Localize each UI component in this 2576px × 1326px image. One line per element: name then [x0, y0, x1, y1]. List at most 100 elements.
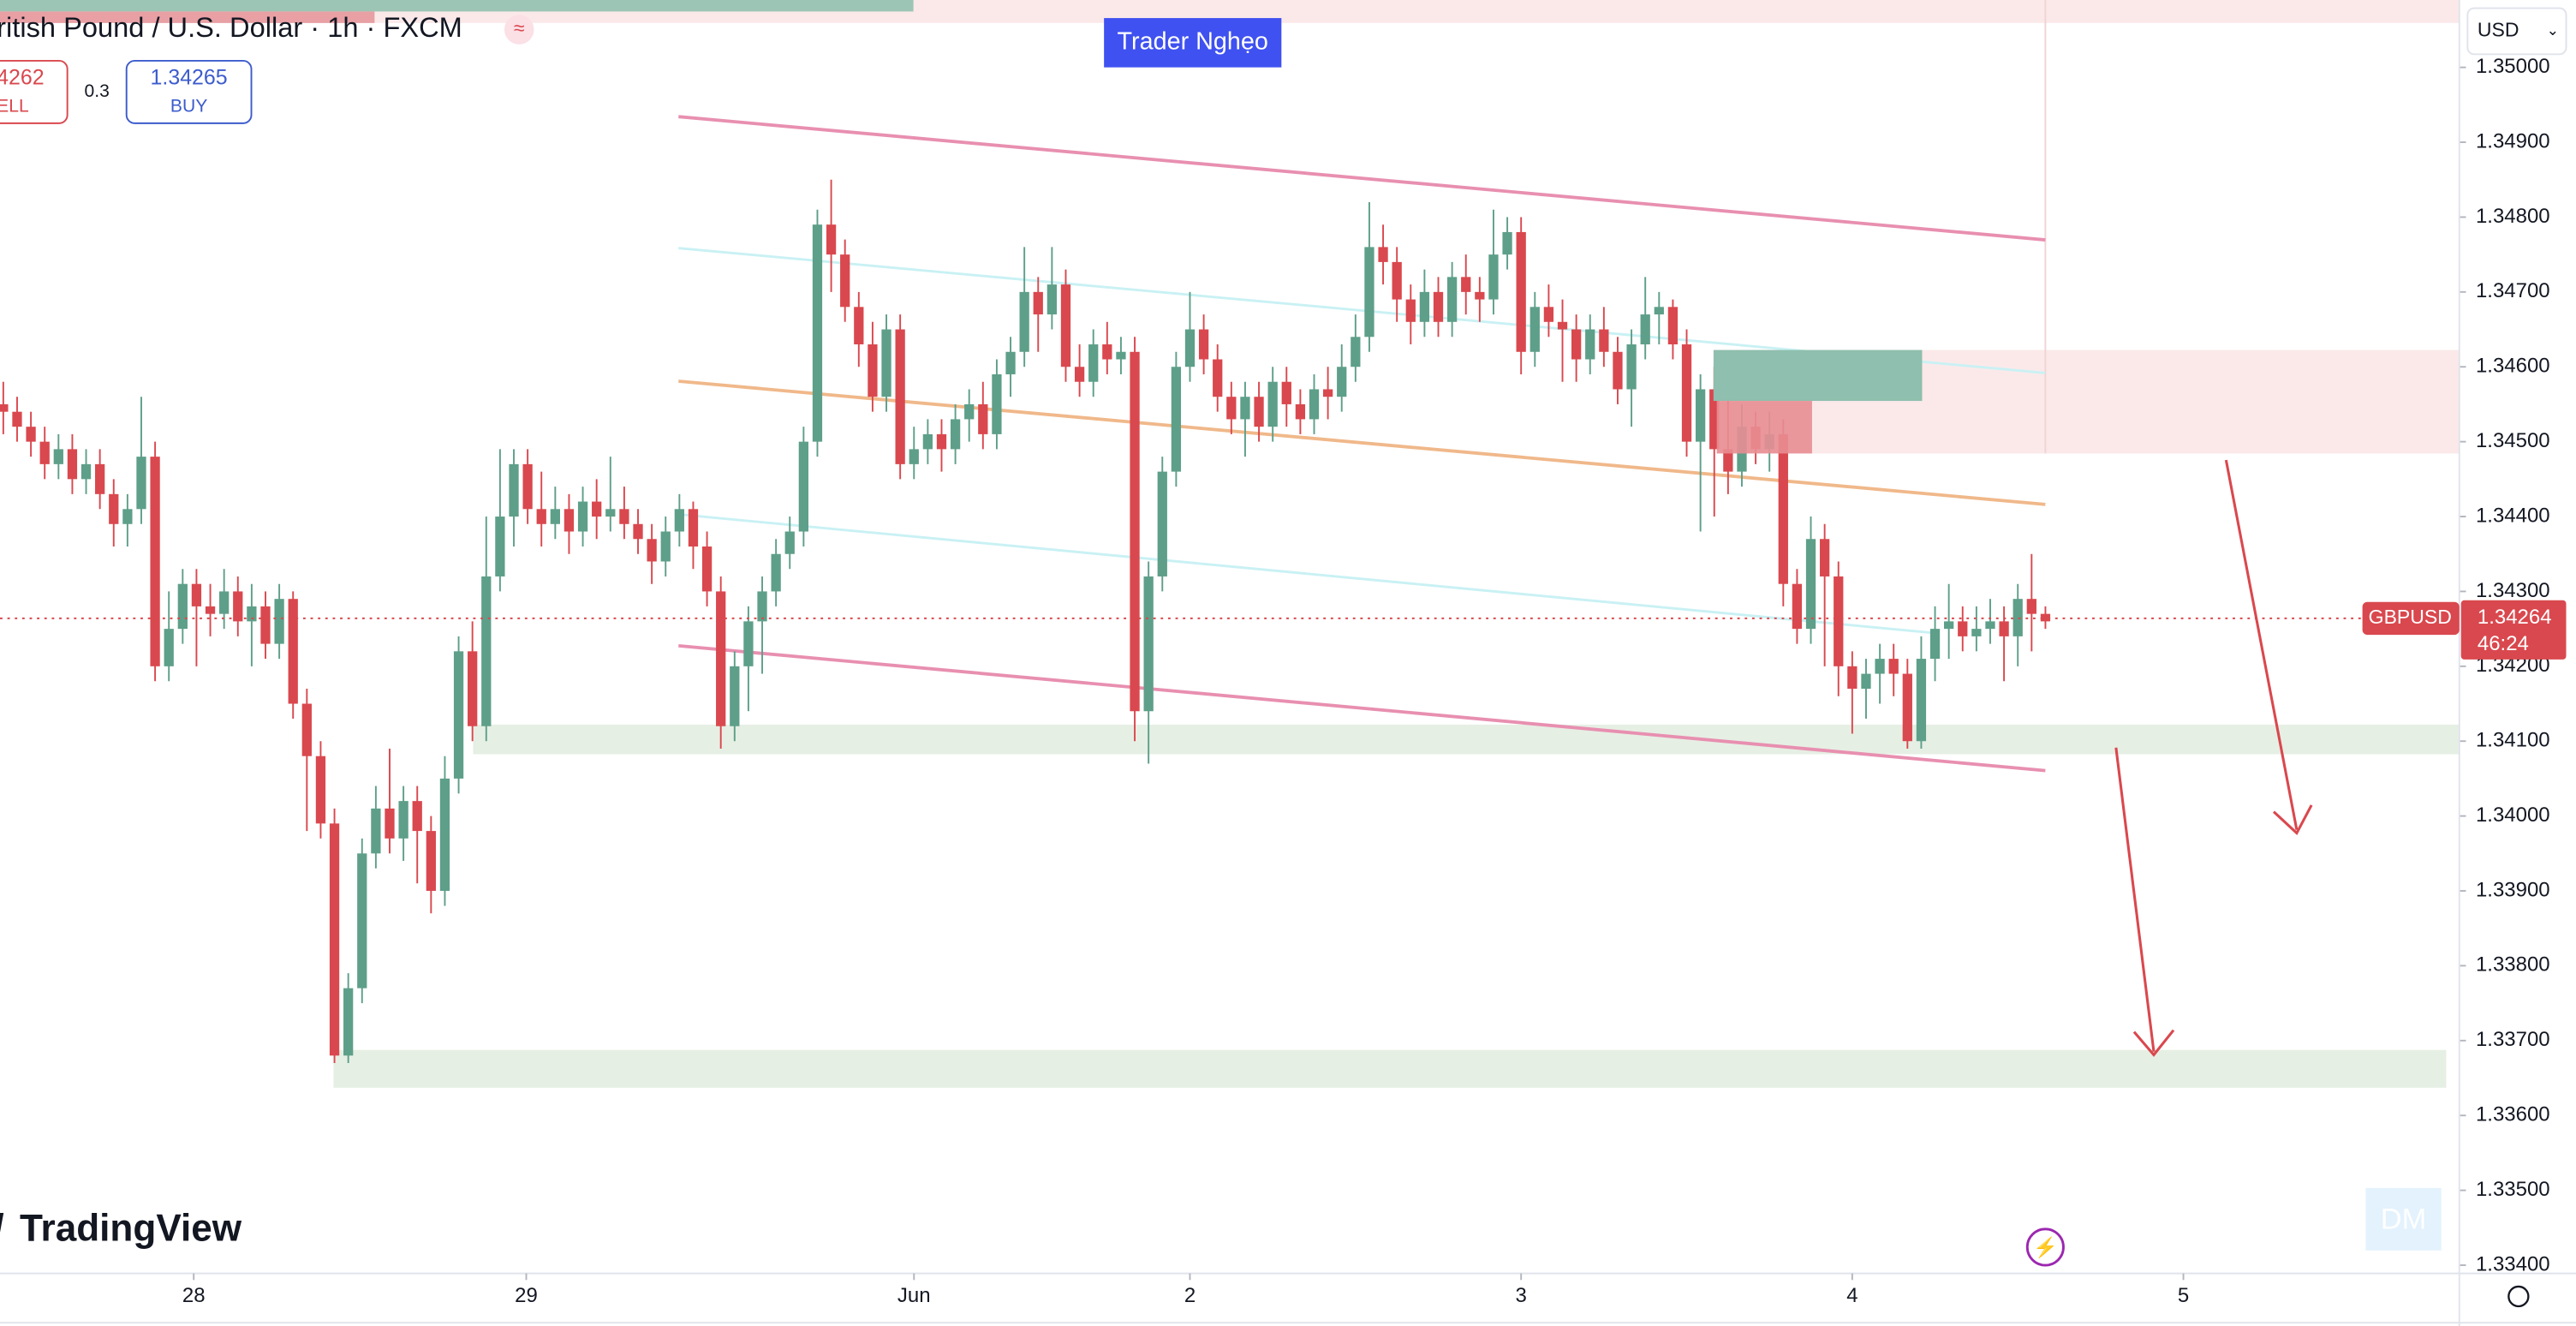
candle-body	[1709, 389, 1720, 450]
candle-body	[80, 463, 92, 480]
candle-body	[1502, 231, 1512, 255]
candle-body	[881, 329, 891, 397]
candle-body	[1226, 397, 1237, 420]
candle-body	[26, 427, 36, 442]
candle-body	[274, 599, 284, 644]
arrow	[2114, 459, 2313, 1057]
badge	[1104, 18, 1282, 68]
candle-body	[826, 224, 837, 255]
buy-button[interactable]	[125, 60, 253, 124]
y-tick-label: 1.33400	[2476, 1252, 2550, 1275]
logo: /	[0, 1207, 4, 1249]
countdown: 46:24	[2478, 632, 2529, 655]
y-tick-label: 1.33800	[2476, 953, 2550, 977]
candle-body	[1516, 231, 1526, 352]
candle-body	[177, 583, 188, 630]
candle-body	[1557, 321, 1568, 330]
x-tick-label: 5	[2178, 1284, 2189, 1307]
settings[interactable]	[2507, 1285, 2530, 1308]
x-tick-label: Jun	[897, 1284, 931, 1307]
candle-body	[1488, 254, 1499, 300]
candle-body	[840, 254, 850, 308]
candle-body	[1929, 629, 1941, 660]
candle-body	[439, 778, 450, 892]
candle-body	[647, 539, 657, 562]
candle-body	[343, 988, 354, 1056]
support-zone	[473, 724, 2460, 755]
logo: TradingView	[20, 1207, 242, 1249]
candle-body	[1130, 351, 1140, 712]
candle-body	[481, 576, 492, 726]
candle-body	[536, 509, 546, 524]
candle-body	[12, 411, 22, 427]
candle-body	[1805, 539, 1816, 630]
candle-body	[1571, 329, 1582, 360]
x-tick-label: 28	[182, 1284, 206, 1307]
candle-body	[1958, 621, 1968, 636]
candle-body	[109, 493, 119, 524]
channel-line	[678, 643, 2046, 773]
candle-body	[1667, 307, 1679, 345]
price-tag	[2460, 600, 2567, 660]
candle-body	[1681, 344, 1692, 442]
zone	[1713, 349, 1923, 402]
y-tick-label: 1.35000	[2476, 55, 2550, 78]
candle-body	[2040, 613, 2051, 622]
x-tick-label: 29	[515, 1284, 538, 1307]
candle-body	[315, 756, 326, 824]
candle-body	[468, 651, 478, 726]
candle-body	[784, 531, 795, 554]
zone	[0, 11, 375, 23]
candle-body	[743, 621, 754, 666]
candle-body	[1184, 329, 1196, 367]
mid-line	[678, 379, 2046, 506]
candle-body	[1861, 673, 1871, 690]
time-axis	[0, 1273, 2576, 1326]
candle-body	[1213, 359, 1223, 397]
candle-body	[592, 501, 602, 517]
candle-body	[1322, 389, 1333, 397]
candle-body	[1143, 576, 1154, 712]
candle-body	[495, 517, 505, 576]
candle-body	[1102, 344, 1112, 360]
candle-body	[757, 591, 767, 622]
candle-body	[619, 509, 629, 524]
candle-body	[1351, 337, 1361, 367]
candle-body	[1088, 344, 1099, 382]
x-tick-label: 4	[1846, 1284, 1857, 1307]
sell-button[interactable]	[0, 60, 69, 124]
candle-body	[1543, 307, 1554, 322]
icon[interactable]	[2025, 1227, 2065, 1267]
candle-body	[1392, 261, 1402, 300]
candle-body	[0, 403, 9, 412]
candle-body	[1240, 397, 1250, 420]
candle-body	[288, 599, 298, 704]
currency: USD	[2478, 19, 2519, 41]
candle-body	[1834, 576, 1844, 666]
candle-body	[895, 329, 905, 464]
candle-body	[701, 546, 713, 592]
candle-body	[550, 509, 560, 524]
candle-body	[2012, 599, 2023, 636]
candle-body	[798, 441, 808, 532]
y-tick-label: 1.34000	[2476, 803, 2550, 827]
y-tick-label: 1.34300	[2476, 579, 2550, 602]
candle-body	[605, 509, 616, 517]
badge-text: Trader Nghẹo	[1118, 27, 1268, 55]
candle-body	[1820, 539, 1830, 576]
candle-body	[868, 344, 878, 397]
zone	[1716, 401, 1812, 454]
candle-body	[674, 509, 684, 532]
candle-body	[1902, 673, 1912, 742]
watermark	[2365, 1187, 2442, 1251]
y-tick-label: 1.34900	[2476, 129, 2550, 152]
buy-label: BUY	[170, 96, 207, 116]
candle-body	[522, 463, 533, 510]
y-tick-label: 1.34600	[2476, 355, 2550, 378]
watermark: DM	[2381, 1203, 2427, 1235]
candle-body	[1695, 389, 1706, 442]
buy-price: 1.34265	[151, 66, 228, 90]
currency-select[interactable]	[2466, 7, 2567, 56]
symbol-label: GBPUSD	[2369, 606, 2452, 628]
candle-body	[992, 373, 1002, 434]
